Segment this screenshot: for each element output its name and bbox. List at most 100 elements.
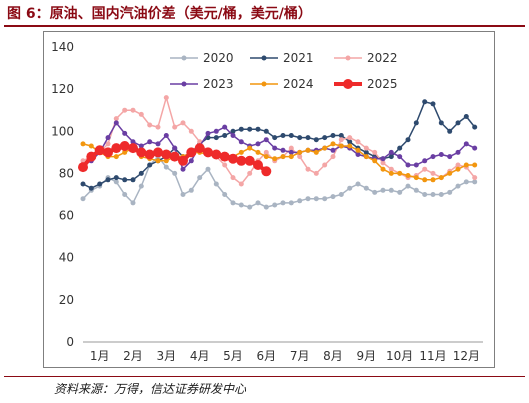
data-point bbox=[213, 181, 219, 187]
data-point bbox=[355, 147, 361, 153]
data-point bbox=[247, 170, 253, 176]
legend-label: 2021 bbox=[283, 51, 314, 65]
data-point bbox=[372, 149, 378, 155]
data-point bbox=[230, 175, 236, 181]
data-point bbox=[463, 162, 469, 168]
data-point bbox=[288, 154, 294, 160]
legend-swatch-marker bbox=[343, 79, 353, 89]
data-point bbox=[313, 170, 319, 176]
data-point bbox=[113, 154, 119, 160]
data-point bbox=[288, 145, 294, 151]
data-point bbox=[111, 143, 122, 154]
x-tick-label: 4月 bbox=[190, 349, 210, 363]
x-tick-label: 2月 bbox=[123, 349, 143, 363]
legend-swatch-marker bbox=[261, 55, 267, 61]
data-point bbox=[347, 139, 353, 145]
data-point bbox=[205, 166, 211, 172]
data-point bbox=[194, 143, 205, 154]
data-point bbox=[447, 170, 453, 176]
data-point bbox=[138, 143, 144, 149]
data-point bbox=[147, 122, 153, 128]
data-point bbox=[372, 158, 378, 164]
data-point bbox=[122, 149, 128, 155]
data-point bbox=[430, 101, 436, 107]
data-point bbox=[388, 187, 394, 193]
data-point bbox=[213, 128, 219, 134]
legend-label: 2024 bbox=[283, 77, 314, 91]
data-point bbox=[338, 143, 344, 149]
data-point bbox=[397, 189, 403, 195]
data-point bbox=[163, 95, 169, 101]
data-point bbox=[122, 177, 128, 183]
data-point bbox=[147, 139, 153, 145]
data-point bbox=[263, 128, 269, 134]
legend-label: 2020 bbox=[203, 51, 234, 65]
data-point bbox=[280, 154, 286, 160]
data-point bbox=[297, 154, 303, 160]
legend-item: 2023 bbox=[170, 77, 234, 91]
x-tick-label: 10月 bbox=[386, 349, 413, 363]
data-point bbox=[438, 120, 444, 126]
series-2020 bbox=[80, 154, 478, 210]
data-point bbox=[247, 204, 253, 210]
data-point bbox=[313, 137, 319, 143]
data-point bbox=[78, 162, 88, 173]
data-point bbox=[472, 162, 478, 168]
data-point bbox=[397, 170, 403, 176]
data-point bbox=[153, 147, 163, 158]
data-point bbox=[253, 160, 263, 170]
legend-swatch-marker bbox=[345, 55, 351, 61]
data-point bbox=[272, 145, 278, 151]
data-point bbox=[455, 120, 461, 126]
data-point bbox=[472, 124, 478, 130]
data-point bbox=[180, 192, 186, 197]
data-point bbox=[219, 151, 230, 162]
legend-item: 2024 bbox=[250, 77, 314, 91]
data-point bbox=[180, 120, 186, 126]
data-point bbox=[172, 145, 178, 151]
data-point bbox=[172, 124, 178, 130]
data-point bbox=[272, 156, 278, 162]
data-point bbox=[238, 181, 244, 187]
data-point bbox=[230, 128, 236, 134]
data-point bbox=[455, 183, 461, 189]
data-point bbox=[330, 154, 336, 160]
data-point bbox=[80, 181, 86, 187]
data-point bbox=[161, 149, 172, 160]
data-point bbox=[211, 149, 222, 160]
data-point bbox=[263, 149, 269, 155]
legend-swatch-marker bbox=[261, 81, 267, 87]
data-point bbox=[128, 143, 138, 154]
data-point bbox=[163, 164, 169, 170]
data-point bbox=[338, 137, 344, 143]
data-point bbox=[413, 175, 419, 181]
data-point bbox=[363, 149, 369, 155]
data-point bbox=[405, 137, 411, 143]
data-point bbox=[330, 147, 336, 153]
data-point bbox=[380, 160, 386, 166]
data-point bbox=[430, 177, 436, 183]
data-point bbox=[405, 183, 411, 189]
data-point bbox=[113, 179, 119, 185]
data-point bbox=[255, 200, 261, 206]
data-point bbox=[322, 135, 328, 141]
y-tick-label: 0 bbox=[66, 335, 74, 349]
data-point bbox=[222, 133, 228, 138]
data-point bbox=[388, 170, 394, 176]
data-point bbox=[144, 149, 155, 160]
data-point bbox=[338, 192, 344, 197]
data-point bbox=[247, 126, 253, 132]
data-point bbox=[313, 196, 319, 202]
data-point bbox=[280, 200, 286, 206]
series-2025 bbox=[78, 141, 272, 177]
data-point bbox=[330, 194, 336, 200]
x-tick-label: 8月 bbox=[323, 349, 343, 363]
data-point bbox=[422, 158, 428, 164]
data-point bbox=[305, 147, 311, 153]
x-axis: 1月 2月 3月 4月 5月 6月 7月 8月 9月 10月 11月 12月 bbox=[83, 341, 483, 363]
data-point bbox=[155, 124, 161, 130]
data-point bbox=[147, 162, 153, 168]
x-tick-label: 5月 bbox=[223, 349, 243, 363]
data-point bbox=[305, 196, 311, 202]
x-tick-label: 12月 bbox=[453, 349, 480, 363]
